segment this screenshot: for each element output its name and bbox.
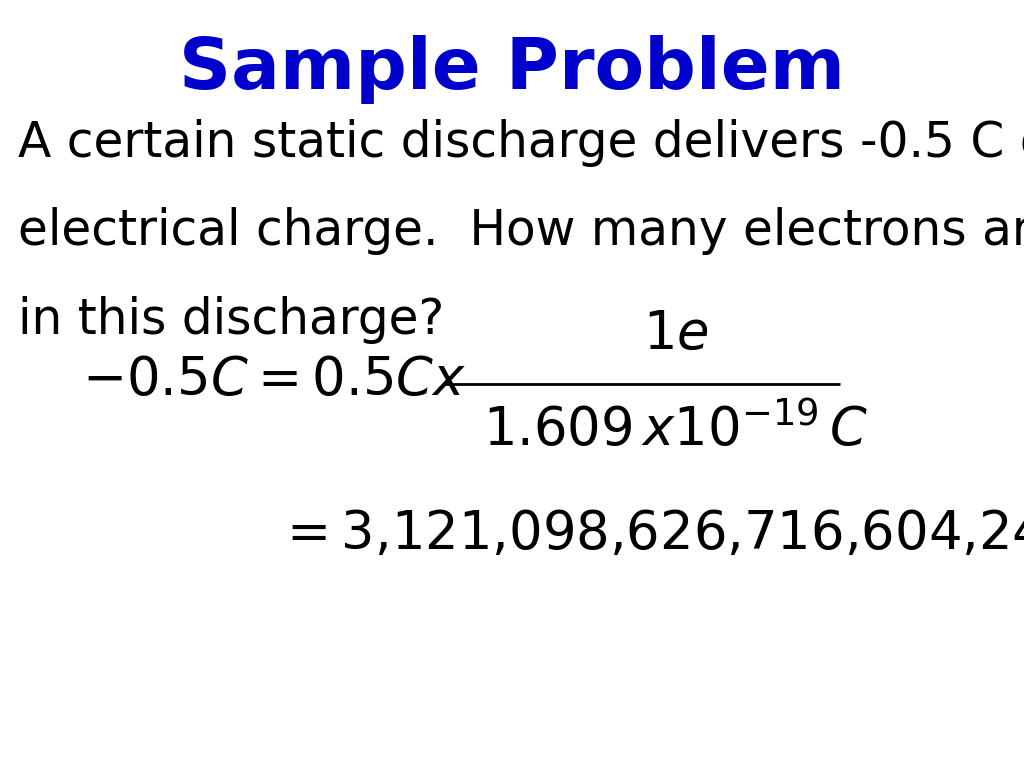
Text: A certain static discharge delivers -0.5 C of: A certain static discharge delivers -0.5… [18, 119, 1024, 167]
Text: electrical charge.  How many electrons are: electrical charge. How many electrons ar… [18, 207, 1024, 255]
Text: in this discharge?: in this discharge? [18, 296, 444, 344]
Text: $1e$: $1e$ [643, 308, 709, 360]
Text: $1.609\,x10^{-19}\,C$: $1.609\,x10^{-19}\,C$ [483, 403, 868, 457]
Text: $= 3{,}121{,}098{,}626{,}716{,}604{,}245\,e$: $= 3{,}121{,}098{,}626{,}716{,}604{,}245… [276, 508, 1024, 560]
Text: Sample Problem: Sample Problem [179, 35, 845, 104]
Text: $-0.5C = 0.5Cx$: $-0.5C = 0.5Cx$ [82, 354, 466, 406]
